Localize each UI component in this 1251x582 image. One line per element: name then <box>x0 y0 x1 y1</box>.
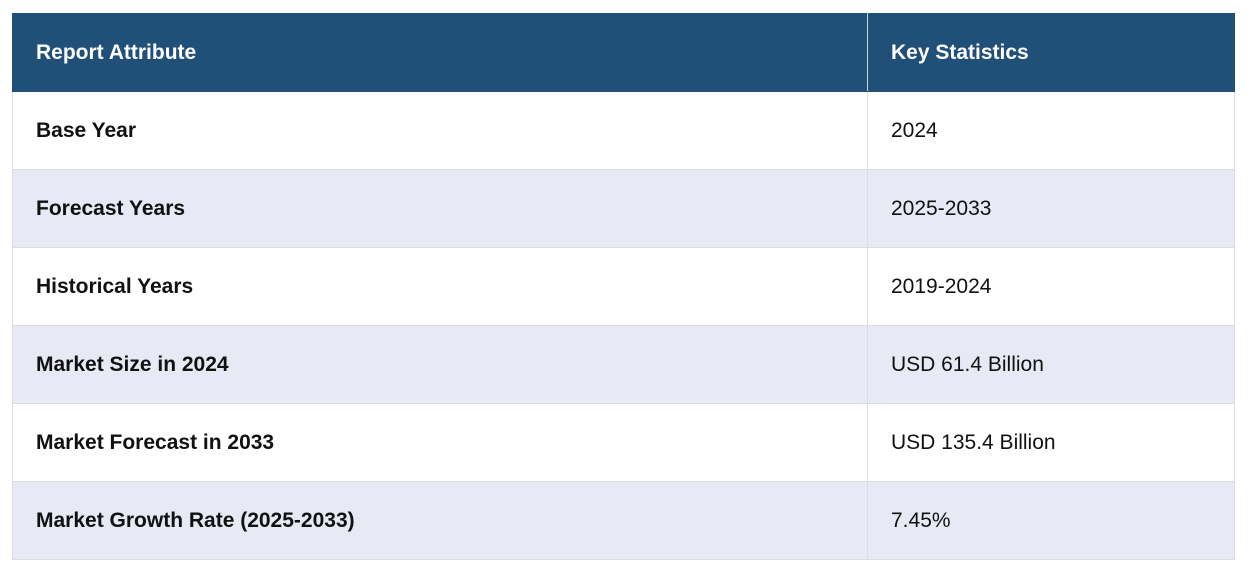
row-value-cell: 2025-2033 <box>867 169 1235 248</box>
table-header: Report Attribute Key Statistics <box>12 13 1235 92</box>
row-attribute-cell: Market Growth Rate (2025-2033) <box>12 481 868 560</box>
row-value-cell: USD 61.4 Billion <box>867 325 1235 404</box>
column-header-attribute: Report Attribute <box>12 13 868 92</box>
row-value-cell: 2019-2024 <box>867 247 1235 326</box>
report-statistics-table: Report Attribute Key Statistics Base Yea… <box>12 13 1235 560</box>
table-row: Market Growth Rate (2025-2033) 7.45% <box>12 481 1235 560</box>
table-row: Base Year 2024 <box>12 91 1235 170</box>
table-row: Market Forecast in 2033 USD 135.4 Billio… <box>12 403 1235 482</box>
table-row: Market Size in 2024 USD 61.4 Billion <box>12 325 1235 404</box>
row-attribute-cell: Market Size in 2024 <box>12 325 868 404</box>
row-value-cell: 2024 <box>867 91 1235 170</box>
header-row: Report Attribute Key Statistics <box>12 13 1235 92</box>
table-body: Base Year 2024 Forecast Years 2025-2033 … <box>12 91 1235 560</box>
column-header-statistics: Key Statistics <box>867 13 1235 92</box>
row-attribute-cell: Market Forecast in 2033 <box>12 403 868 482</box>
row-attribute-cell: Historical Years <box>12 247 868 326</box>
row-value-cell: 7.45% <box>867 481 1235 560</box>
row-attribute-cell: Forecast Years <box>12 169 868 248</box>
table-row: Forecast Years 2025-2033 <box>12 169 1235 248</box>
report-statistics-table-container: Report Attribute Key Statistics Base Yea… <box>12 13 1235 560</box>
table-row: Historical Years 2019-2024 <box>12 247 1235 326</box>
row-value-cell: USD 135.4 Billion <box>867 403 1235 482</box>
row-attribute-cell: Base Year <box>12 91 868 170</box>
